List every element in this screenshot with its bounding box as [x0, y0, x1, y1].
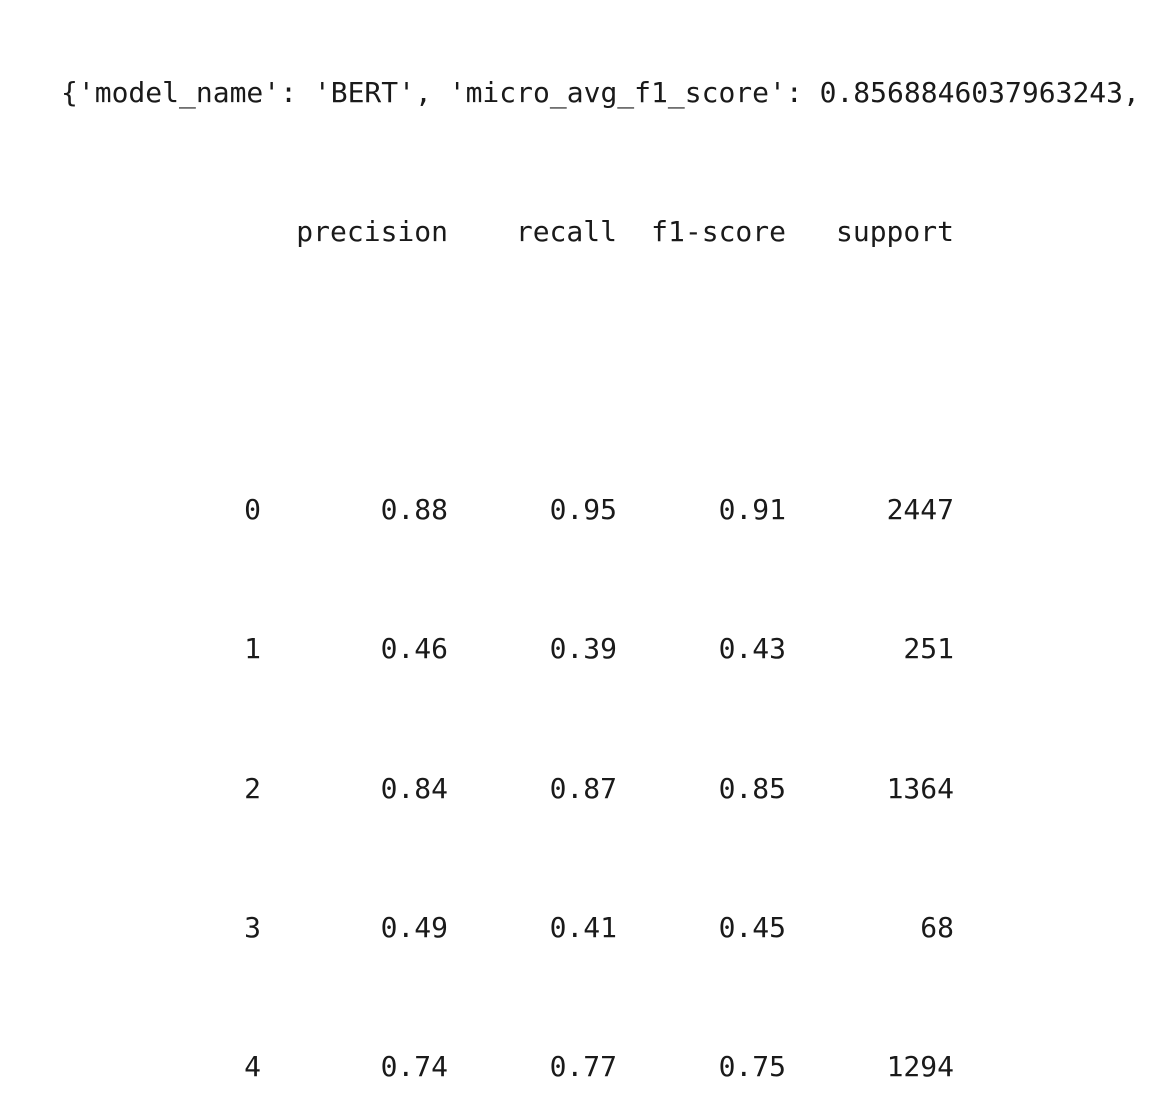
class-row-2: 2 0.84 0.87 0.85 1364 [61, 772, 1140, 807]
header-f1-score: f1-score [651, 214, 786, 248]
report-header-row: precision recall f1-score support [61, 215, 1140, 250]
header-support: support [835, 214, 954, 248]
blank-line [61, 354, 1140, 389]
row-label: 3 [244, 910, 261, 944]
class-row-3: 3 0.49 0.41 0.45 68 [61, 911, 1140, 946]
class-row-4: 4 0.74 0.77 0.75 1294 [61, 1050, 1140, 1085]
precision-value: 0.46 [380, 632, 448, 666]
precision-value: 0.88 [380, 493, 448, 527]
f1-value: 0.45 [718, 910, 786, 944]
f1-value: 0.43 [718, 632, 786, 666]
precision-value: 0.49 [380, 910, 448, 944]
row-label: 1 [244, 632, 261, 666]
precision-value: 0.74 [380, 1049, 448, 1083]
class-row-0: 0 0.88 0.95 0.91 2447 [61, 493, 1140, 528]
support-value: 68 [920, 910, 954, 944]
header-recall: recall [515, 214, 617, 248]
support-value: 251 [903, 632, 954, 666]
support-value: 1364 [886, 771, 954, 805]
support-value: 2447 [886, 493, 954, 527]
row-label: 2 [244, 771, 261, 805]
f1-value: 0.91 [718, 493, 786, 527]
row-label: 4 [244, 1049, 261, 1083]
recall-value: 0.41 [549, 910, 617, 944]
dict-summary-line: {'model_name': 'BERT', 'micro_avg_f1_sco… [61, 75, 1140, 109]
header-precision: precision [296, 214, 448, 248]
recall-value: 0.39 [549, 632, 617, 666]
class-row-1: 1 0.46 0.39 0.43 251 [61, 632, 1140, 667]
support-value: 1294 [886, 1049, 954, 1083]
recall-value: 0.77 [549, 1049, 617, 1083]
row-label: 0 [244, 493, 261, 527]
recall-value: 0.95 [549, 493, 617, 527]
precision-value: 0.84 [380, 771, 448, 805]
f1-value: 0.85 [718, 771, 786, 805]
f1-value: 0.75 [718, 1049, 786, 1083]
classification-report-output: {'model_name': 'BERT', 'micro_avg_f1_sco… [61, 6, 1140, 1100]
recall-value: 0.87 [549, 771, 617, 805]
